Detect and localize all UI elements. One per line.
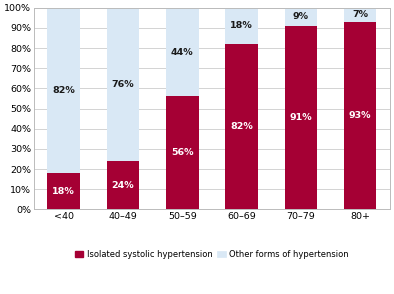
Text: 93%: 93% bbox=[349, 111, 372, 120]
Bar bbox=[47, 8, 80, 173]
Bar bbox=[107, 161, 139, 209]
Legend: Isolated systolic hypertension, Other forms of hypertension: Isolated systolic hypertension, Other fo… bbox=[75, 250, 349, 259]
Bar bbox=[47, 173, 80, 209]
Text: 18%: 18% bbox=[52, 187, 75, 196]
Text: 56%: 56% bbox=[171, 148, 193, 158]
Bar bbox=[284, 26, 317, 209]
Text: 76%: 76% bbox=[112, 80, 134, 89]
Bar bbox=[107, 8, 139, 161]
Bar bbox=[344, 22, 377, 209]
Text: 82%: 82% bbox=[52, 86, 75, 95]
Text: 7%: 7% bbox=[352, 10, 368, 19]
Text: 82%: 82% bbox=[230, 122, 253, 131]
Text: 9%: 9% bbox=[293, 12, 309, 21]
Bar bbox=[166, 8, 199, 96]
Text: 18%: 18% bbox=[230, 21, 253, 30]
Text: 44%: 44% bbox=[171, 48, 193, 56]
Bar bbox=[344, 8, 377, 22]
Text: 91%: 91% bbox=[290, 113, 312, 122]
Bar bbox=[284, 8, 317, 26]
Text: 24%: 24% bbox=[112, 181, 134, 190]
Bar bbox=[166, 96, 199, 209]
Bar bbox=[225, 44, 258, 209]
Bar bbox=[225, 8, 258, 44]
